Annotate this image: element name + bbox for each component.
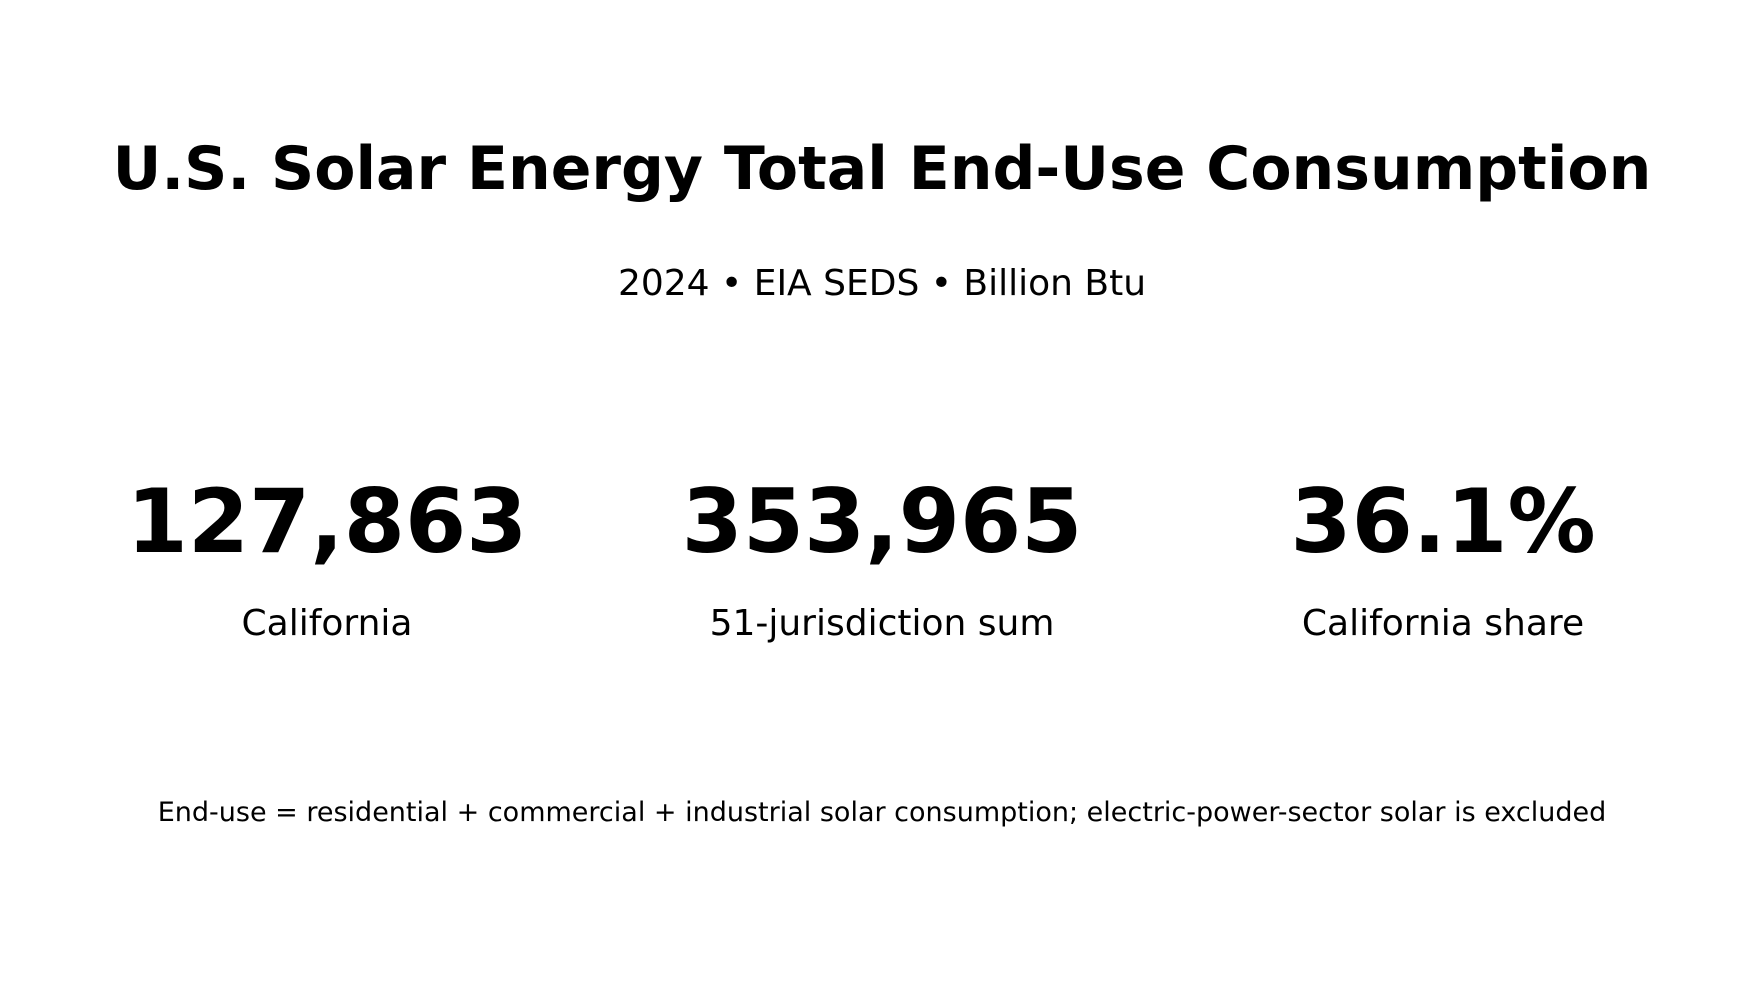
- kpi-value: 353,965: [681, 470, 1083, 573]
- chart-subtitle: 2024 • EIA SEDS • Billion Btu: [617, 263, 1147, 304]
- kpi-value: 127,863: [126, 470, 528, 573]
- kpi-label: 51-jurisdiction sum: [709, 603, 1055, 644]
- kpi-value: 36.1%: [1290, 470, 1596, 573]
- footnote: End-use = residential + commercial + ind…: [157, 797, 1607, 828]
- kpi-label: California share: [1301, 603, 1585, 644]
- kpi-label: California: [241, 603, 413, 644]
- chart-title: U.S. Solar Energy Total End-Use Consumpt…: [112, 134, 1652, 204]
